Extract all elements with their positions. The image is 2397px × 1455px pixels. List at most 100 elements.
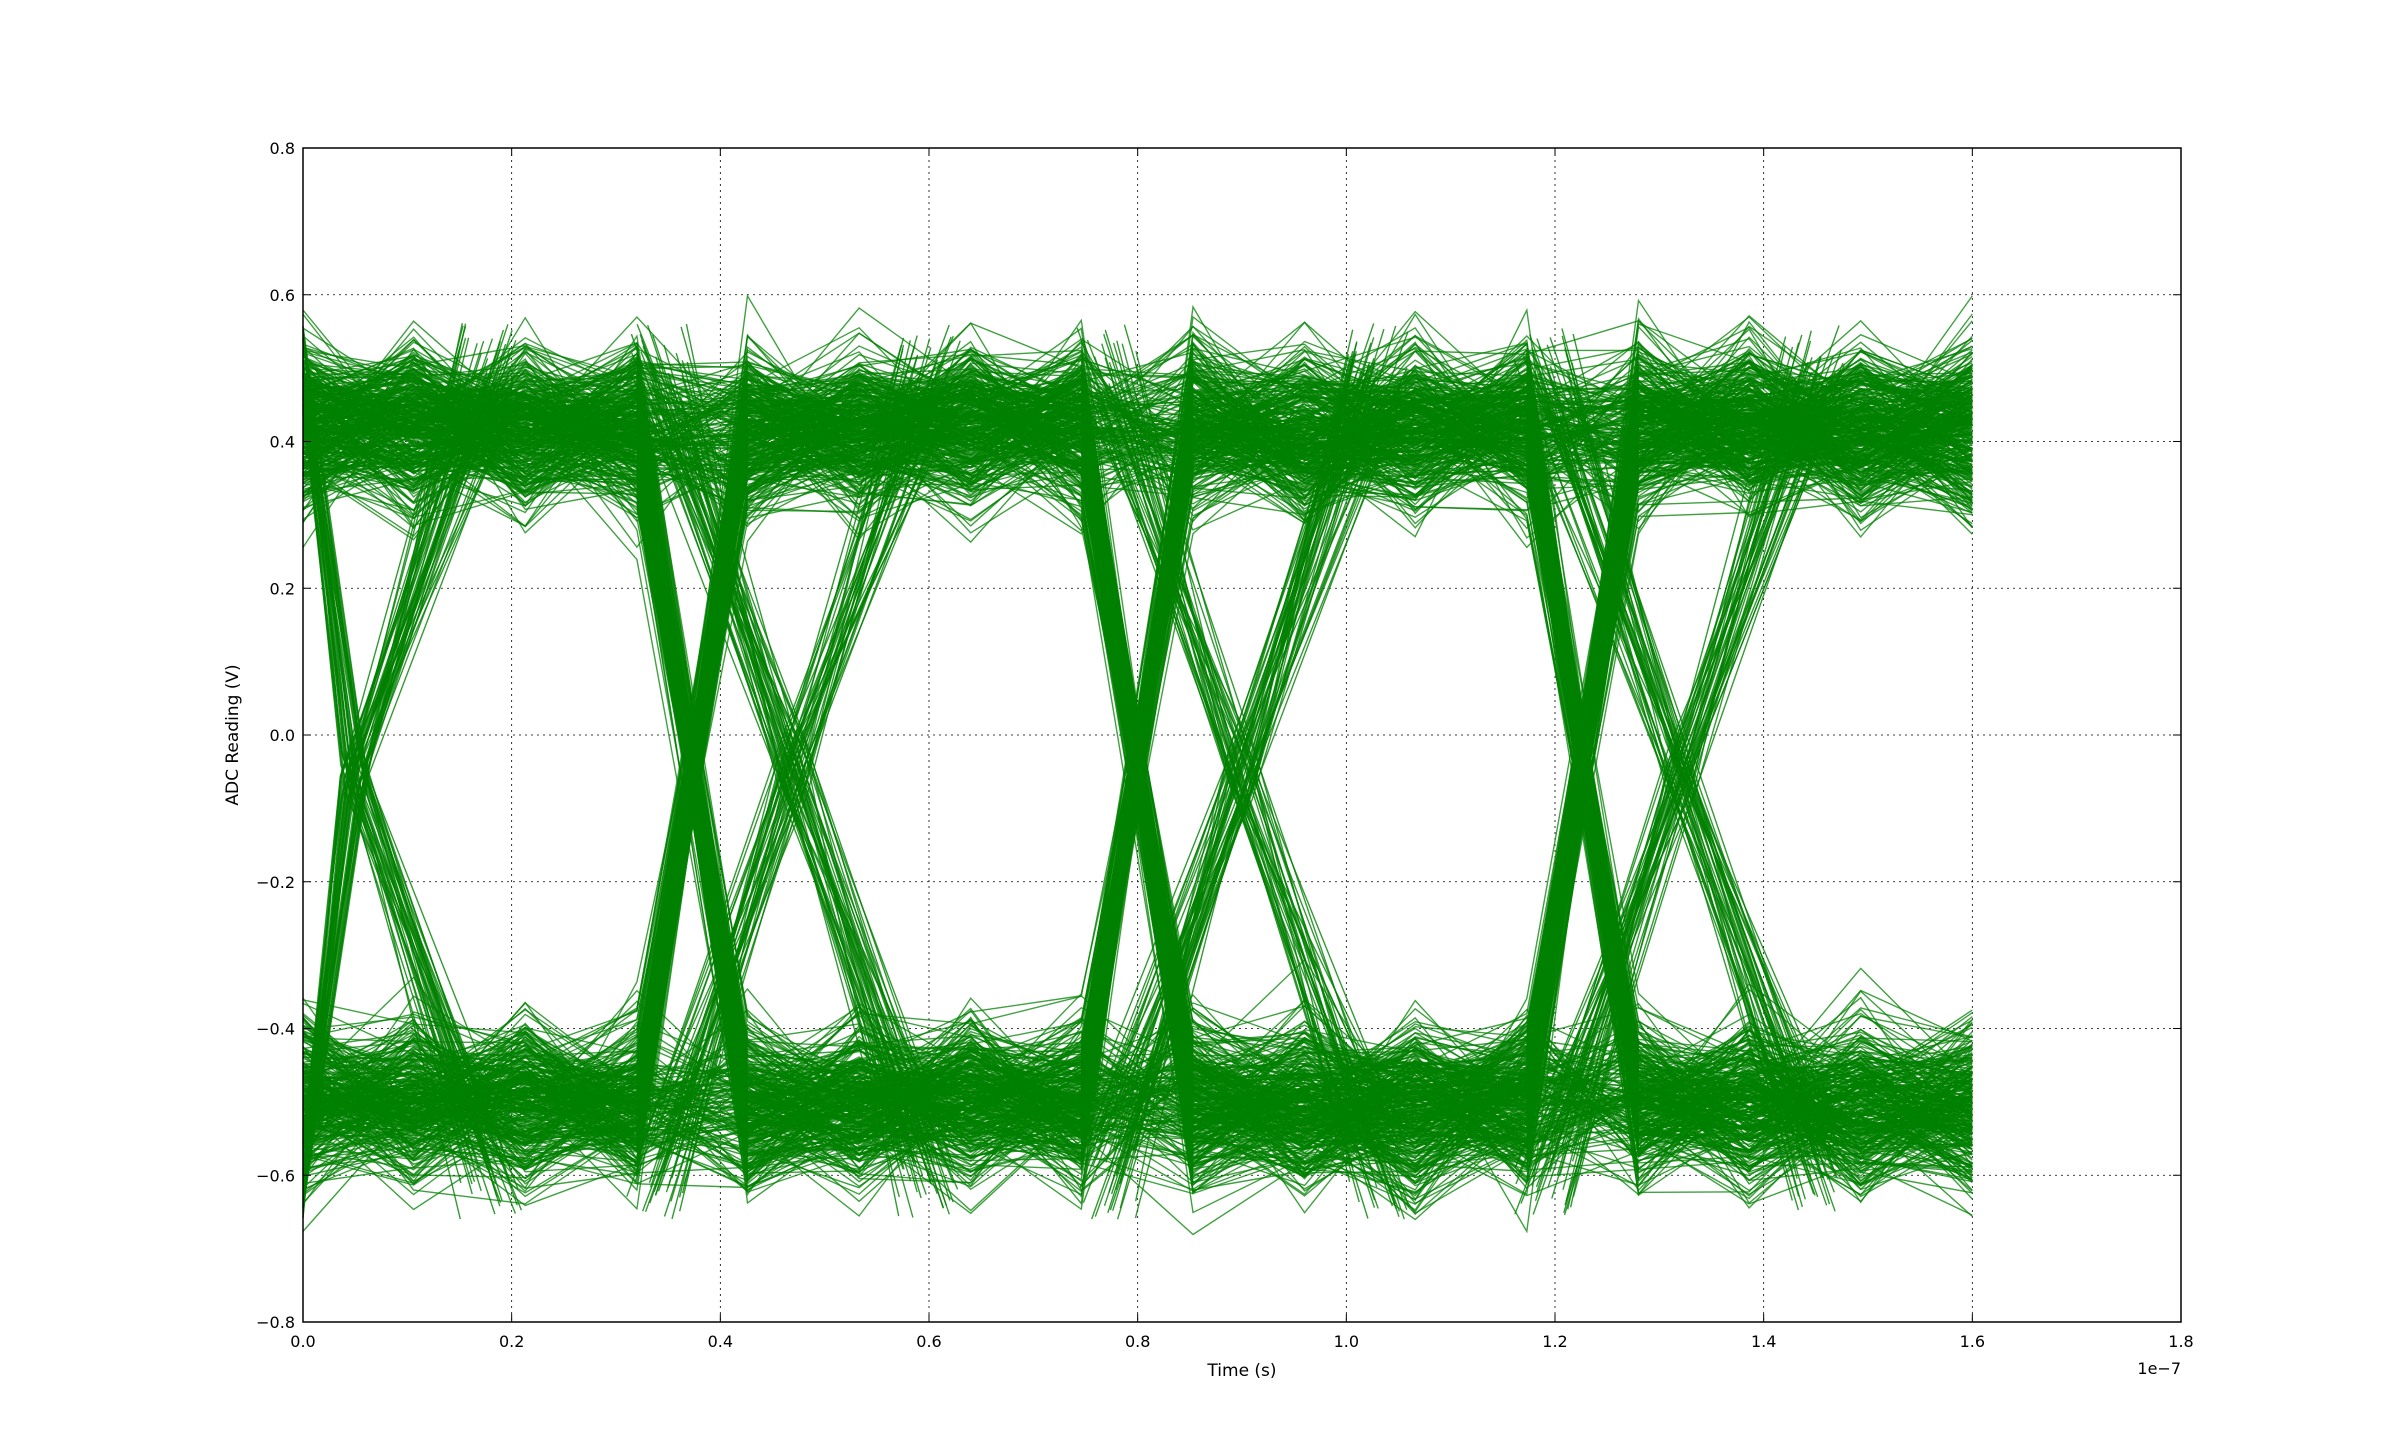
transition-trace bbox=[1119, 368, 1375, 1209]
y-tick-label: 0.0 bbox=[270, 726, 295, 745]
y-tick-label: 0.4 bbox=[270, 433, 295, 452]
transition-trace bbox=[1566, 371, 1831, 1205]
transition-trace bbox=[1535, 408, 1805, 1193]
x-axis-title: Time (s) bbox=[1206, 1361, 1276, 1381]
trace-line bbox=[302, 366, 1973, 1140]
transition-trace bbox=[1132, 351, 1357, 1149]
transition-trace bbox=[1115, 337, 1375, 1190]
x-tick-label: 0.6 bbox=[916, 1332, 941, 1351]
transition-trace bbox=[1572, 407, 1837, 1197]
trace-line bbox=[302, 374, 1973, 1197]
transition-trace bbox=[1512, 401, 1800, 1211]
transition-trace bbox=[1531, 352, 1809, 1141]
y-tick-label: 0.2 bbox=[270, 579, 295, 598]
transition-trace bbox=[1538, 345, 1827, 1162]
transition-trace bbox=[302, 358, 489, 1171]
transition-trace bbox=[302, 413, 503, 1146]
transition-trace bbox=[651, 362, 927, 1195]
trace-line bbox=[302, 382, 1973, 1146]
transition-trace bbox=[1574, 381, 1797, 1147]
trace-line bbox=[302, 362, 1973, 1170]
trace-line bbox=[302, 357, 1973, 1118]
transition-trace bbox=[1560, 357, 1813, 1148]
x-tick-label: 0.0 bbox=[290, 1332, 315, 1351]
transition-trace bbox=[680, 402, 916, 1168]
transition-trace bbox=[1076, 327, 1376, 1208]
trace-line bbox=[302, 345, 1973, 1159]
transition-trace bbox=[636, 324, 942, 1153]
transition-trace bbox=[667, 366, 936, 1141]
x-tick-label: 1.2 bbox=[1542, 1332, 1567, 1351]
x-tick-label: 0.2 bbox=[499, 1332, 524, 1351]
trace-line bbox=[302, 380, 1973, 1152]
transition-trace bbox=[670, 402, 953, 1202]
transition-trace bbox=[680, 383, 907, 1137]
transition-trace bbox=[680, 397, 956, 1170]
trace-line bbox=[302, 364, 1973, 479]
transition-trace bbox=[302, 338, 473, 1195]
transition-trace bbox=[1549, 337, 1831, 1158]
transition-trace bbox=[1565, 336, 1787, 1202]
x-tick-label: 1.4 bbox=[1751, 1332, 1776, 1351]
transition-trace bbox=[1100, 402, 1360, 1203]
transition-trace bbox=[1103, 333, 1400, 1218]
trace-line bbox=[302, 315, 1973, 1185]
trace-line bbox=[302, 343, 1973, 1183]
transition-trace bbox=[1529, 334, 1806, 1200]
transition-trace bbox=[1091, 383, 1401, 1220]
transition-trace bbox=[1123, 324, 1351, 1182]
transition-trace bbox=[302, 406, 489, 1158]
traces-layer bbox=[302, 293, 1973, 1236]
transition-trace bbox=[636, 412, 908, 1145]
transition-trace bbox=[1135, 395, 1363, 1134]
transition-trace bbox=[1134, 371, 1409, 1147]
x-axis-offset-label: 1e−7 bbox=[2137, 1359, 2181, 1378]
transition-trace bbox=[1122, 373, 1357, 1156]
trace-line bbox=[302, 390, 1973, 1150]
transition-trace bbox=[1547, 376, 1818, 1173]
transition-trace bbox=[1514, 355, 1821, 1169]
transition-trace bbox=[302, 371, 488, 1204]
transition-trace bbox=[630, 358, 959, 1190]
trace-line bbox=[302, 408, 1973, 1176]
y-tick-label: 0.6 bbox=[270, 286, 295, 305]
trace-line bbox=[302, 320, 1973, 1187]
transition-trace bbox=[302, 411, 512, 1171]
transition-trace bbox=[1571, 362, 1819, 1198]
transition-trace bbox=[665, 407, 944, 1193]
trace-line bbox=[302, 374, 1973, 1168]
transition-trace bbox=[1531, 347, 1838, 1133]
y-axis-title: ADC Reading (V) bbox=[223, 664, 243, 805]
x-tick-label: 1.8 bbox=[2168, 1332, 2193, 1351]
x-tick-label: 0.8 bbox=[1125, 1332, 1150, 1351]
trace-line bbox=[302, 321, 1973, 1125]
transition-trace bbox=[302, 329, 505, 1172]
transition-trace bbox=[302, 396, 498, 1198]
transition-trace bbox=[1111, 379, 1375, 1133]
x-tick-label: 1.6 bbox=[1960, 1332, 1985, 1351]
transition-trace bbox=[1088, 398, 1375, 1151]
x-tick-label: 1.0 bbox=[1334, 1332, 1359, 1351]
y-tick-label: 0.8 bbox=[270, 139, 295, 158]
transition-trace bbox=[647, 324, 931, 1182]
y-tick-label: −0.6 bbox=[256, 1166, 295, 1185]
trace-line bbox=[302, 362, 1973, 1186]
transition-trace bbox=[1573, 389, 1837, 1177]
trace-line bbox=[302, 351, 1973, 1093]
transition-trace bbox=[642, 345, 932, 1185]
ticks: 0.0 0.2 0.4 0.6 0.8 1.0 1.2 1.4 1.6 1.8 0.8 0.6 0.4 0… bbox=[256, 139, 2194, 1351]
trace-line bbox=[302, 411, 1973, 1163]
transition-trace bbox=[1094, 329, 1354, 1217]
y-tick-label: −0.2 bbox=[256, 873, 295, 892]
trace-line bbox=[302, 1018, 1973, 1196]
y-tick-label: −0.8 bbox=[256, 1313, 295, 1332]
y-tick-label: −0.4 bbox=[256, 1020, 295, 1039]
x-tick-label: 0.4 bbox=[708, 1332, 733, 1351]
transition-trace bbox=[1116, 340, 1357, 1144]
transition-trace bbox=[1095, 412, 1367, 1133]
trace-line bbox=[302, 366, 1973, 1191]
transition-trace bbox=[640, 335, 954, 1152]
transition-trace bbox=[1563, 356, 1822, 1216]
